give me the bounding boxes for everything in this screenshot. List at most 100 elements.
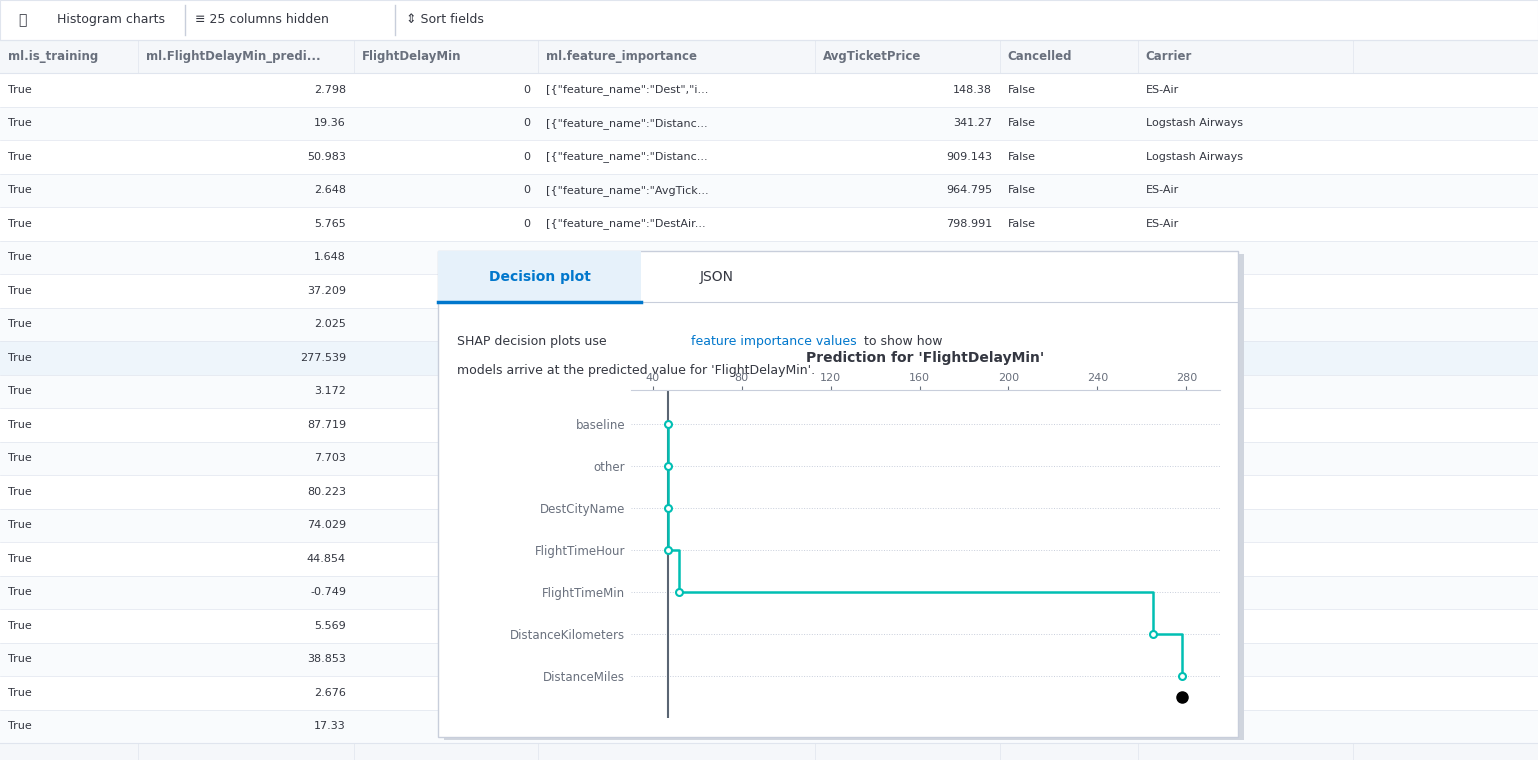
Text: 939.17: 939.17 bbox=[954, 286, 992, 296]
Text: True: True bbox=[8, 319, 31, 329]
Text: 80.223: 80.223 bbox=[308, 487, 346, 497]
Bar bbox=[438, 251, 641, 302]
Text: 539.515: 539.515 bbox=[946, 454, 992, 464]
Text: JetBeats: JetBeats bbox=[1146, 454, 1192, 464]
Bar bbox=[0, 0, 1538, 40]
Text: Logstash Airways: Logstash Airways bbox=[1146, 688, 1243, 698]
Text: 19.36: 19.36 bbox=[314, 119, 346, 128]
Text: 341.27: 341.27 bbox=[954, 119, 992, 128]
Text: FlightDelayMin: FlightDelayMin bbox=[361, 49, 461, 63]
Text: to show how: to show how bbox=[860, 335, 943, 348]
Text: False: False bbox=[1007, 621, 1035, 631]
Text: True: True bbox=[8, 353, 31, 363]
Text: 5.765: 5.765 bbox=[314, 219, 346, 229]
Text: 50.983: 50.983 bbox=[308, 152, 346, 162]
Text: True: True bbox=[8, 119, 31, 128]
Text: [{"feature_name":"Des...: [{"feature_name":"Des... bbox=[546, 353, 687, 363]
Text: ⎖: ⎖ bbox=[18, 13, 26, 27]
Bar bbox=[0, 676, 1538, 710]
Text: Histogram charts: Histogram charts bbox=[57, 13, 165, 27]
Text: True: True bbox=[8, 554, 31, 564]
Text: 535.102: 535.102 bbox=[946, 621, 992, 631]
Text: 964.795: 964.795 bbox=[946, 185, 992, 195]
Text: 2.798: 2.798 bbox=[314, 85, 346, 95]
Text: 267.389: 267.389 bbox=[946, 252, 992, 262]
Text: 0: 0 bbox=[523, 319, 531, 329]
Text: False: False bbox=[1007, 654, 1035, 664]
Text: 0: 0 bbox=[523, 252, 531, 262]
Bar bbox=[0, 542, 1538, 575]
Bar bbox=[0, 508, 1538, 542]
Text: ≡ 25 columns hidden: ≡ 25 columns hidden bbox=[195, 13, 329, 27]
Text: True: True bbox=[8, 219, 31, 229]
Text: AvgTicketPrice: AvgTicketPrice bbox=[823, 49, 921, 63]
Text: Kibana Airlines: Kibana Airlines bbox=[1146, 587, 1229, 597]
Text: Carrier: Carrier bbox=[1146, 49, 1192, 63]
Text: 87.719: 87.719 bbox=[308, 420, 346, 430]
Bar bbox=[0, 710, 1538, 743]
Bar bbox=[444, 254, 1244, 740]
Bar bbox=[0, 40, 1538, 73]
Bar bbox=[0, 207, 1538, 241]
Text: JetBeats: JetBeats bbox=[1146, 521, 1192, 530]
Text: Logstash Airways: Logstash Airways bbox=[1146, 386, 1243, 397]
Text: JetBeats: JetBeats bbox=[1146, 487, 1192, 497]
Text: True: True bbox=[1007, 286, 1030, 296]
Text: 909.143: 909.143 bbox=[946, 152, 992, 162]
Text: False: False bbox=[1007, 185, 1035, 195]
Text: 453.45: 453.45 bbox=[954, 554, 992, 564]
Text: 549.407: 549.407 bbox=[946, 688, 992, 698]
Text: True: True bbox=[8, 85, 31, 95]
Bar bbox=[0, 173, 1538, 207]
Text: True: True bbox=[8, 252, 31, 262]
Text: 589.56: 589.56 bbox=[954, 487, 992, 497]
FancyBboxPatch shape bbox=[764, 351, 786, 368]
Text: False: False bbox=[1007, 587, 1035, 597]
Text: ml.is_training: ml.is_training bbox=[8, 49, 98, 63]
Text: Logstash Airways: Logstash Airways bbox=[1146, 621, 1243, 631]
Text: [{"feature_name":"DestAir...: [{"feature_name":"DestAir... bbox=[546, 218, 706, 230]
Text: 3.172: 3.172 bbox=[314, 386, 346, 397]
Text: 350.744: 350.744 bbox=[946, 654, 992, 664]
Text: 0: 0 bbox=[523, 119, 531, 128]
Text: False: False bbox=[1007, 721, 1035, 731]
Text: 369.391: 369.391 bbox=[946, 587, 992, 597]
Bar bbox=[0, 375, 1538, 408]
Text: False: False bbox=[1007, 688, 1035, 698]
Text: JetBeats: JetBeats bbox=[1146, 654, 1192, 664]
Text: False: False bbox=[1007, 252, 1035, 262]
Text: 628.571: 628.571 bbox=[946, 319, 992, 329]
Text: 307.825: 307.825 bbox=[946, 386, 992, 397]
Text: 17.33: 17.33 bbox=[314, 721, 346, 731]
Text: False: False bbox=[1007, 219, 1035, 229]
Bar bbox=[0, 442, 1538, 475]
Text: True: True bbox=[8, 721, 31, 731]
Text: 2.025: 2.025 bbox=[314, 319, 346, 329]
Bar bbox=[0, 643, 1538, 676]
Bar bbox=[0, 140, 1538, 173]
Text: 38.853: 38.853 bbox=[308, 654, 346, 664]
Text: False: False bbox=[1007, 85, 1035, 95]
Bar bbox=[0, 274, 1538, 308]
Text: JetBeats: JetBeats bbox=[1146, 319, 1192, 329]
Text: Decision plot: Decision plot bbox=[489, 270, 591, 283]
Bar bbox=[0, 241, 1538, 274]
Text: 0: 0 bbox=[523, 219, 531, 229]
Text: True: True bbox=[8, 454, 31, 464]
Text: Kibana Airlines: Kibana Airlines bbox=[1146, 721, 1229, 731]
Text: ✓: ✓ bbox=[771, 355, 780, 365]
Text: JSON: JSON bbox=[700, 270, 734, 283]
Bar bbox=[0, 575, 1538, 610]
Text: 366.093: 366.093 bbox=[946, 353, 992, 363]
Text: False: False bbox=[1007, 454, 1035, 464]
Text: SHAP decision plots use: SHAP decision plots use bbox=[457, 335, 611, 348]
Text: True: True bbox=[8, 185, 31, 195]
Text: True: True bbox=[8, 621, 31, 631]
Bar bbox=[0, 73, 1538, 106]
Text: False: False bbox=[1007, 119, 1035, 128]
Text: False: False bbox=[1007, 554, 1035, 564]
Text: ⇕ Sort fields: ⇕ Sort fields bbox=[406, 13, 484, 27]
Text: [{"feature_name":"Distanc...: [{"feature_name":"Distanc... bbox=[546, 151, 707, 163]
Text: False: False bbox=[1007, 319, 1035, 329]
Text: Logstash Airways: Logstash Airways bbox=[1146, 119, 1243, 128]
